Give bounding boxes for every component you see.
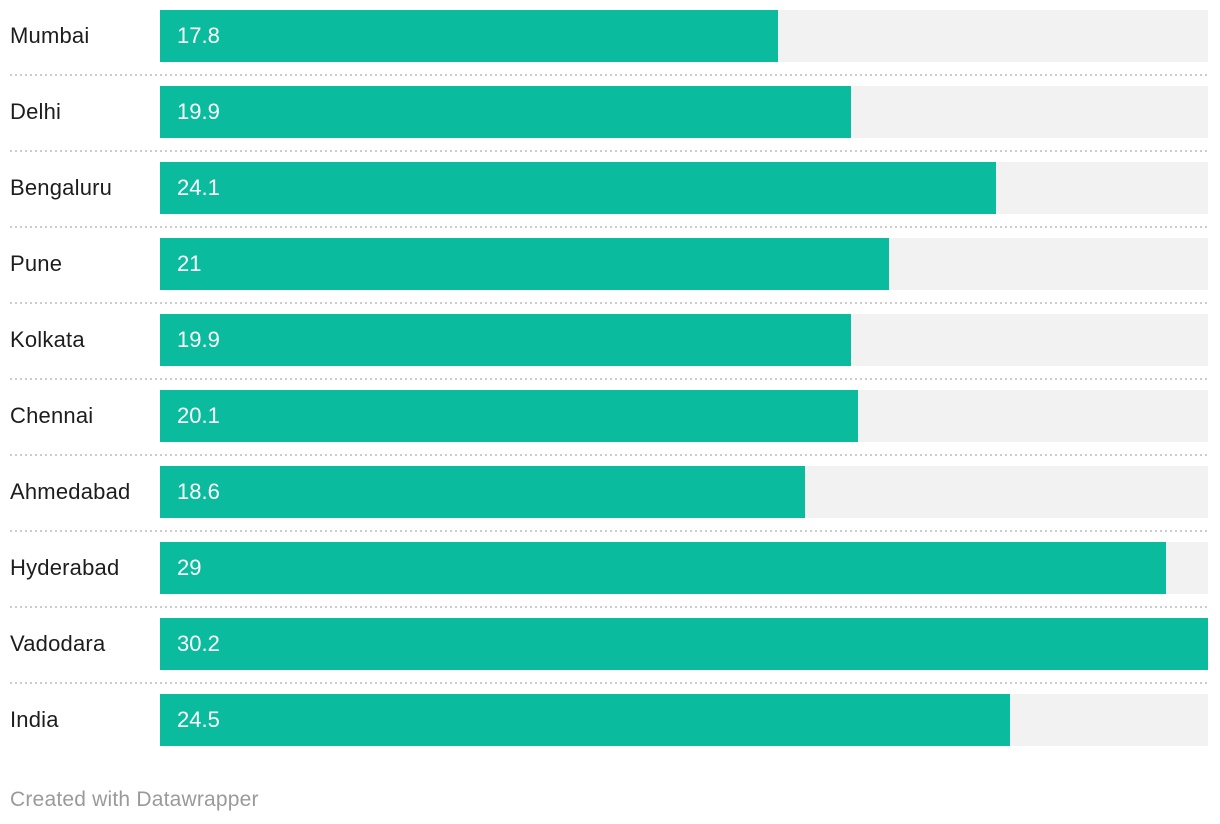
bar-track: 19.9 [160,86,1208,138]
bar: 24.5 [160,694,1011,746]
bar-value-label: 21 [177,251,202,276]
category-label: Pune [10,251,63,276]
category-label: Mumbai [10,23,90,48]
bar: 18.6 [160,466,806,518]
bar: 24.1 [160,162,997,214]
bar-track: 19.9 [160,314,1208,366]
chart-row: Ahmedabad 18.6 [10,456,1208,532]
chart-row: Chennai 20.1 [10,380,1208,456]
category-label: Vadodara [10,631,106,656]
category-label: Bengaluru [10,175,113,200]
chart-row: Kolkata 19.9 [10,304,1208,380]
bar: 19.9 [160,314,851,366]
chart-row: Hyderabad 29 [10,532,1208,608]
category-label: Hyderabad [10,555,120,580]
chart-row: Vadodara 30.2 [10,608,1208,684]
category-label: Chennai [10,403,94,428]
bar-value-label: 18.6 [177,479,220,504]
bar-track: 20.1 [160,390,1208,442]
chart-row: India 24.5 [10,684,1208,760]
bar: 20.1 [160,390,858,442]
bar-value-label: 24.1 [177,175,220,200]
bar-track: 17.8 [160,10,1208,62]
bar-track: 21 [160,238,1208,290]
bar-track: 18.6 [160,466,1208,518]
category-label: India [10,707,59,732]
bar-track: 30.2 [160,618,1208,670]
bar: 29 [160,542,1167,594]
chart-row: Delhi 19.9 [10,76,1208,152]
bar-track: 24.5 [160,694,1208,746]
chart-row: Bengaluru 24.1 [10,152,1208,228]
category-label: Delhi [10,99,62,124]
chart-rows: Mumbai 17.8 Delhi 19.9 Bengaluru 24.1 Pu… [10,0,1208,760]
category-label: Kolkata [10,327,85,352]
bar-value-label: 24.5 [177,707,220,732]
chart-row: Pune 21 [10,228,1208,304]
bar-value-label: 17.8 [177,23,220,48]
bar: 21 [160,238,889,290]
bar-value-label: 19.9 [177,327,220,352]
bar-value-label: 30.2 [177,631,220,656]
bar: 19.9 [160,86,851,138]
bar-value-label: 20.1 [177,403,220,428]
bar-value-label: 29 [177,555,202,580]
bar: 17.8 [160,10,778,62]
attribution-text: Created with Datawrapper [10,788,259,811]
chart-row: Mumbai 17.8 [10,0,1208,76]
attribution: Created with Datawrapper [10,788,1208,812]
bar-track: 29 [160,542,1208,594]
bar: 30.2 [160,618,1208,670]
bar-value-label: 19.9 [177,99,220,124]
bar-track: 24.1 [160,162,1208,214]
category-label: Ahmedabad [10,479,131,504]
